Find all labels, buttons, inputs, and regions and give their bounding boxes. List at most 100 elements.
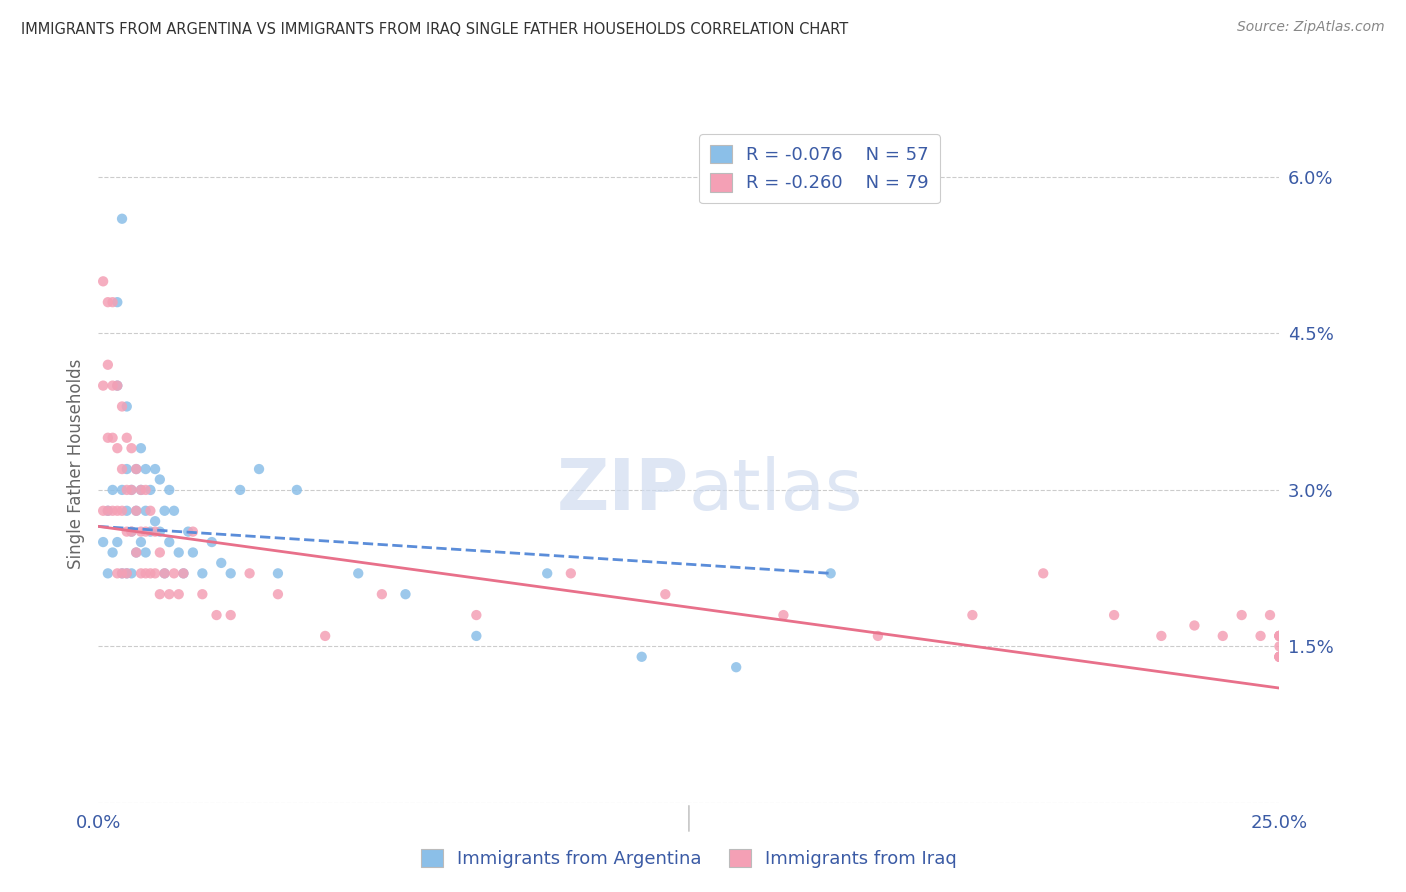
Point [191, 587, 214, 601]
Point [267, 587, 290, 601]
Point [125, 462, 148, 476]
Point [191, 566, 214, 581]
Point [167, 545, 190, 559]
Point [139, 504, 162, 518]
Point [115, 504, 138, 518]
Point [229, 483, 252, 497]
Point [1230, 608, 1253, 623]
Point [125, 504, 148, 518]
Point [91, 378, 114, 392]
Point [314, 629, 336, 643]
Point [1268, 649, 1291, 664]
Point [115, 524, 138, 539]
Point [962, 608, 984, 623]
Point [219, 566, 242, 581]
Point [125, 504, 148, 518]
Point [135, 545, 157, 559]
Point [1102, 608, 1125, 623]
Point [115, 431, 138, 445]
Point [101, 545, 124, 559]
Point [111, 400, 134, 414]
Point [172, 566, 194, 581]
Point [157, 587, 180, 601]
Point [149, 524, 172, 539]
Point [121, 524, 143, 539]
Point [1258, 608, 1281, 623]
Point [91, 504, 114, 518]
Point [91, 274, 114, 288]
Point [267, 566, 290, 581]
Point [239, 566, 262, 581]
Point [1268, 649, 1291, 664]
Point [105, 378, 128, 392]
Point [163, 504, 186, 518]
Text: IMMIGRANTS FROM ARGENTINA VS IMMIGRANTS FROM IRAQ SINGLE FATHER HOUSEHOLDS CORRE: IMMIGRANTS FROM ARGENTINA VS IMMIGRANTS … [21, 22, 848, 37]
Text: atlas: atlas [689, 457, 863, 525]
Point [1268, 629, 1291, 643]
Point [115, 566, 138, 581]
Point [1268, 629, 1291, 643]
Point [725, 660, 748, 674]
Point [97, 295, 120, 310]
Point [111, 483, 134, 497]
Point [143, 566, 166, 581]
Point [121, 483, 143, 497]
Point [1268, 629, 1291, 643]
Point [101, 431, 124, 445]
Point [560, 566, 582, 581]
Point [105, 535, 128, 549]
Point [1150, 629, 1173, 643]
Point [866, 629, 889, 643]
Point [1184, 618, 1206, 632]
Point [115, 566, 138, 581]
Point [149, 545, 172, 559]
Point [129, 483, 152, 497]
Point [630, 649, 652, 664]
Point [205, 608, 228, 623]
Point [129, 535, 152, 549]
Point [101, 504, 124, 518]
Point [1250, 629, 1272, 643]
Point [285, 483, 308, 497]
Y-axis label: Single Father Households: Single Father Households [66, 359, 84, 569]
Point [105, 566, 128, 581]
Point [177, 524, 200, 539]
Point [209, 556, 232, 570]
Point [105, 441, 128, 455]
Point [139, 483, 162, 497]
Point [125, 545, 148, 559]
Point [153, 504, 176, 518]
Point [121, 483, 143, 497]
Point [97, 358, 120, 372]
Point [105, 295, 128, 310]
Point [143, 462, 166, 476]
Point [181, 545, 204, 559]
Point [125, 545, 148, 559]
Point [536, 566, 558, 581]
Point [115, 400, 138, 414]
Point [97, 504, 120, 518]
Point [111, 566, 134, 581]
Point [135, 483, 157, 497]
Point [105, 378, 128, 392]
Point [1268, 629, 1291, 643]
Point [1268, 649, 1291, 664]
Point [97, 566, 120, 581]
Point [121, 441, 143, 455]
Point [121, 566, 143, 581]
Point [1032, 566, 1054, 581]
Point [820, 566, 842, 581]
Point [115, 462, 138, 476]
Point [153, 566, 176, 581]
Point [111, 462, 134, 476]
Point [143, 514, 166, 528]
Point [157, 483, 180, 497]
Point [139, 566, 162, 581]
Point [129, 524, 152, 539]
Text: ZIP: ZIP [557, 457, 689, 525]
Point [125, 462, 148, 476]
Point [1268, 629, 1291, 643]
Point [143, 524, 166, 539]
Point [172, 566, 194, 581]
Point [1212, 629, 1234, 643]
